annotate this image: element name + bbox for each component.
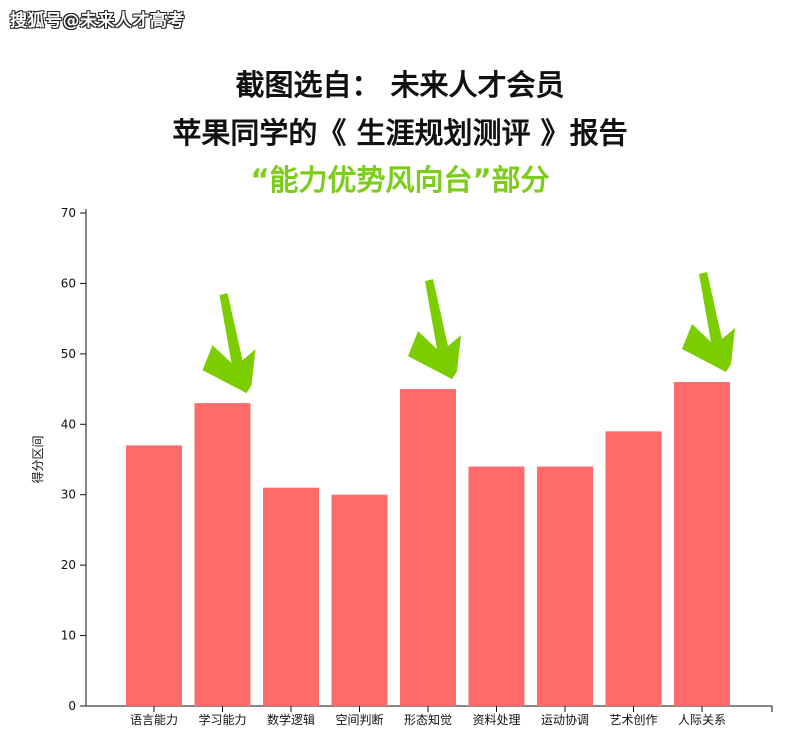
- y-tick-label: 20: [61, 558, 76, 572]
- y-tick-label: 70: [61, 206, 76, 220]
- x-tick-label: 人际关系: [678, 713, 726, 727]
- bar: [331, 494, 388, 706]
- watermark-text: 搜狐号@未来人才高考: [10, 11, 185, 31]
- chart-bars: [126, 382, 730, 706]
- x-tick-label: 运动协调: [541, 712, 589, 727]
- arrow-down-icon: [408, 279, 461, 380]
- x-tick-label: 数学逻辑: [267, 712, 315, 727]
- y-tick-label: 30: [61, 488, 76, 502]
- bar: [537, 466, 593, 706]
- y-tick-label: 10: [61, 629, 76, 643]
- y-tick-label: 40: [61, 417, 76, 431]
- y-tick-label: 0: [68, 699, 76, 713]
- x-tick-label: 学习能力: [198, 712, 246, 727]
- arrow-down-icon: [682, 272, 735, 373]
- x-tick-label: 空间判断: [335, 712, 383, 727]
- x-tick-label: 语言能力: [130, 713, 178, 727]
- bar: [674, 382, 730, 706]
- bar: [194, 403, 251, 706]
- headline-report: 苹果同学的《 生涯规划测评 》报告: [172, 116, 628, 150]
- headline-source: 截图选自： 未来人才会员: [235, 68, 565, 102]
- bar: [263, 487, 319, 706]
- bar: [400, 389, 456, 706]
- bar: [605, 431, 662, 706]
- x-tick-label: 形态知觉: [404, 713, 452, 727]
- arrow-down-icon: [202, 293, 256, 394]
- bar: [126, 445, 182, 706]
- headline-section: “能力优势风向台”部分: [250, 163, 550, 197]
- y-tick-label: 50: [61, 347, 76, 361]
- chart-arrows: [202, 272, 735, 394]
- y-axis-label: 得分区间: [30, 435, 45, 483]
- x-tick-label: 资料处理: [472, 713, 520, 727]
- x-tick-label: 艺术创作: [609, 713, 657, 727]
- bar: [468, 466, 525, 706]
- y-tick-label: 60: [61, 276, 76, 290]
